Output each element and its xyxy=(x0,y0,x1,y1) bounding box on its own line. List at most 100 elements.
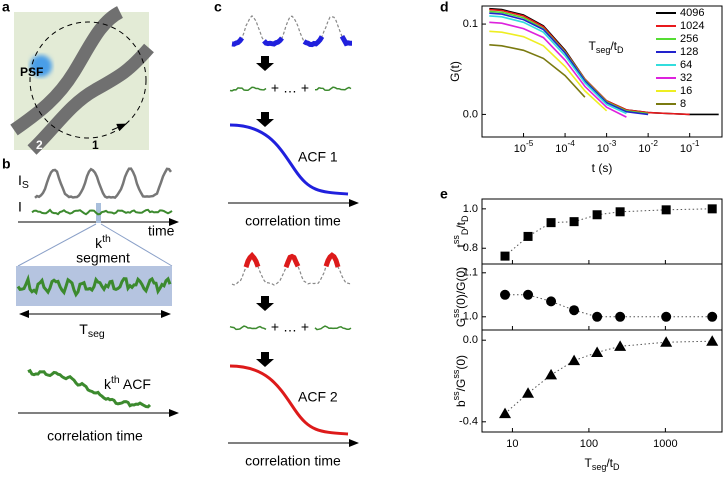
small-trace xyxy=(229,86,267,92)
time-label: time xyxy=(148,223,175,239)
connector xyxy=(504,208,713,257)
segment-index: kth xyxy=(95,233,111,251)
marker xyxy=(522,387,535,398)
x-axis-label: Tseg/tD xyxy=(584,456,620,472)
x-tick-label: 10-1 xyxy=(680,139,700,155)
text-part: /G xyxy=(454,379,468,392)
block-arrow xyxy=(256,352,274,367)
track-label: 1 xyxy=(92,138,99,152)
marker xyxy=(499,407,512,419)
marker xyxy=(661,205,671,215)
legend-label: 4096 xyxy=(680,7,704,19)
text-part: ss xyxy=(451,369,461,379)
text-part: -1 xyxy=(692,139,700,148)
plot-frame xyxy=(481,5,723,138)
panel-label: e xyxy=(440,186,448,202)
intensity-label: I xyxy=(18,199,22,215)
legend-label: 64 xyxy=(680,59,692,71)
y-axis-label: tssD/tD xyxy=(451,215,470,248)
axis-label: correlation time xyxy=(47,428,143,444)
legend-label: 8 xyxy=(680,98,686,110)
text-part: /t xyxy=(454,221,468,228)
legend-label: 16 xyxy=(680,85,692,97)
wave-segment xyxy=(339,35,352,47)
wave-segment xyxy=(283,253,301,269)
y-axis-label: Gss(0)/G(0) xyxy=(451,267,468,327)
text-part: t xyxy=(454,244,468,248)
marker xyxy=(615,311,626,322)
text-part: th xyxy=(102,233,111,245)
marker xyxy=(614,340,627,351)
panel-a-background xyxy=(14,12,149,150)
text-part: D xyxy=(613,462,620,472)
text-part: D xyxy=(617,45,624,55)
legend-label: 32 xyxy=(680,72,692,84)
axis-label: correlation time xyxy=(245,453,341,469)
text-part: -3 xyxy=(609,139,617,148)
marker xyxy=(707,204,717,214)
text-part: G xyxy=(454,318,468,327)
block-arrow xyxy=(256,112,274,127)
text-part: 10 xyxy=(514,143,526,155)
plot-frame xyxy=(481,263,723,331)
text-part: seg xyxy=(596,45,611,55)
intensity-trace xyxy=(31,208,173,216)
segment-marker xyxy=(96,203,101,223)
text-part: (0) xyxy=(454,355,468,370)
series-line xyxy=(489,15,627,115)
x-tick-label: 100 xyxy=(580,438,598,450)
track xyxy=(10,6,124,136)
wave-segment xyxy=(243,251,261,268)
series-line xyxy=(489,44,586,98)
text-part: 10 xyxy=(555,143,567,155)
axis-label: correlation time xyxy=(245,213,341,229)
text-part: D xyxy=(460,228,470,235)
marker xyxy=(523,231,533,241)
wave xyxy=(231,15,352,46)
x-tick-label: 10-5 xyxy=(514,139,534,155)
x-axis-label: t (s) xyxy=(592,161,613,175)
panel-label: b xyxy=(2,156,11,172)
marker xyxy=(546,296,557,307)
marker xyxy=(592,311,603,322)
text-part: seg xyxy=(592,462,607,472)
panel-label: a xyxy=(2,0,10,15)
marker xyxy=(545,368,558,380)
panel-label: d xyxy=(440,0,449,15)
text-part: k xyxy=(95,235,103,251)
small-trace xyxy=(314,86,352,92)
y-tick-label: 0.0 xyxy=(463,334,478,346)
x-tick-label: 10-3 xyxy=(597,139,617,155)
layout xyxy=(10,6,359,447)
text-part: -4 xyxy=(568,139,576,148)
sum-ops: + … + xyxy=(271,80,309,96)
marker xyxy=(523,289,534,300)
zoom-line xyxy=(17,223,97,267)
text-part: -5 xyxy=(526,139,534,148)
scan-circle xyxy=(29,21,147,139)
text-part: ss xyxy=(451,391,461,401)
acf-trace xyxy=(27,368,152,409)
track xyxy=(27,43,154,155)
text-part: b xyxy=(454,400,468,407)
track-label: 2 xyxy=(36,138,43,152)
connector xyxy=(504,340,713,414)
text-part: seg xyxy=(88,328,105,340)
intensity-trace xyxy=(34,167,173,199)
y-tick-label: 0.1 xyxy=(463,18,478,30)
segment-length-label: Tseg xyxy=(79,321,105,340)
text-part: T xyxy=(588,39,596,53)
marker xyxy=(569,217,579,227)
text-part: S xyxy=(22,179,29,191)
marker xyxy=(660,336,673,347)
marker xyxy=(500,251,510,261)
y-tick-label: -0.4 xyxy=(459,416,478,428)
segment-label: segment xyxy=(76,250,130,266)
connector xyxy=(505,294,713,318)
plot-frame xyxy=(481,329,723,433)
marker xyxy=(707,311,718,322)
marker xyxy=(706,335,719,346)
psf-label: PSF xyxy=(20,65,43,79)
text-part: /t xyxy=(606,456,613,470)
